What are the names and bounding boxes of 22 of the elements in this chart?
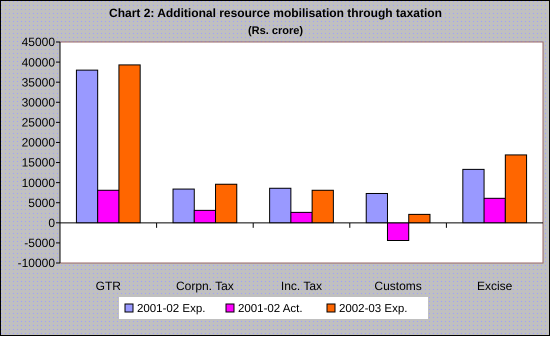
x-tick-label: Corpn. Tax [176, 279, 234, 293]
y-tick-label: 40000 [22, 55, 56, 70]
chart-subtitle: (Rs. crore) [248, 25, 304, 37]
y-tick-label: -10000 [18, 256, 56, 270]
x-tick-label: Inc. Tax [280, 279, 322, 293]
x-tick-label: Customs [374, 279, 422, 293]
x-tick-label: Excise [477, 279, 513, 293]
legend-label: 2001-02 Exp. [137, 303, 206, 315]
y-tick-label: 5000 [28, 196, 56, 210]
y-tick-label: 35000 [22, 75, 56, 90]
y-tick-label: -5000 [24, 236, 56, 250]
y-tick-label: 10000 [22, 176, 56, 190]
legend-label: 2001-02 Act. [238, 303, 303, 315]
y-tick-label: 45000 [22, 35, 56, 50]
y-tick-label: 20000 [22, 136, 56, 150]
x-tick-label: GTR [96, 279, 122, 293]
y-tick-label: 15000 [22, 156, 56, 170]
y-tick-label: 30000 [22, 95, 56, 110]
y-tick-label: 0 [48, 216, 56, 230]
y-tick-label: 25000 [22, 116, 56, 130]
legend-label: 2002-03 Exp. [339, 303, 408, 315]
chart-title: Chart 2: Additional resource mobilisation through taxation [109, 6, 442, 20]
